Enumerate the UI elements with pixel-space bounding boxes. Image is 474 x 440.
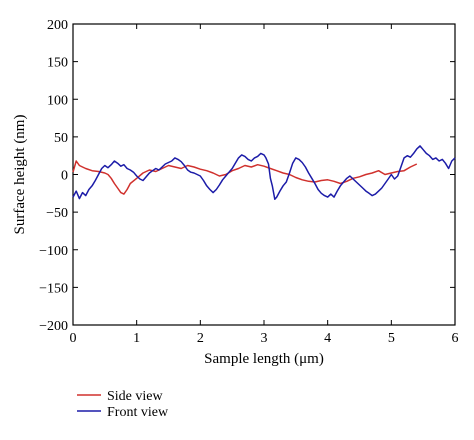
y-axis-ticks: 200 150 100 50 0 −50 −100 −150 −200 [39,18,455,334]
series-layer [72,145,456,201]
y-tick-label: −100 [39,244,68,259]
y-tick-label: 50 [54,131,68,146]
legend-label: Side view [107,389,163,404]
x-axis-ticks: 0 1 2 3 4 5 6 [70,24,459,346]
y-tick-label: −50 [46,206,68,221]
x-tick-label: 2 [197,331,204,346]
series-line-front-view [72,145,456,201]
x-tick-label: 3 [261,331,268,346]
y-tick-label: 150 [47,56,68,71]
x-tick-label: 0 [70,331,77,346]
y-tick-label: 200 [47,18,68,33]
y-axis-label: Surface height (nm) [12,115,28,235]
x-tick-label: 5 [388,331,395,346]
x-tick-label: 1 [133,331,140,346]
y-tick-label: −150 [39,281,68,296]
y-tick-label: 0 [61,169,68,184]
x-tick-label: 4 [324,331,331,346]
x-axis-label: Sample length (μm) [204,351,324,367]
x-tick-label: 6 [452,331,459,346]
legend-label: Front view [107,405,169,420]
y-tick-label: 100 [47,93,68,108]
y-tick-label: −200 [39,319,68,334]
